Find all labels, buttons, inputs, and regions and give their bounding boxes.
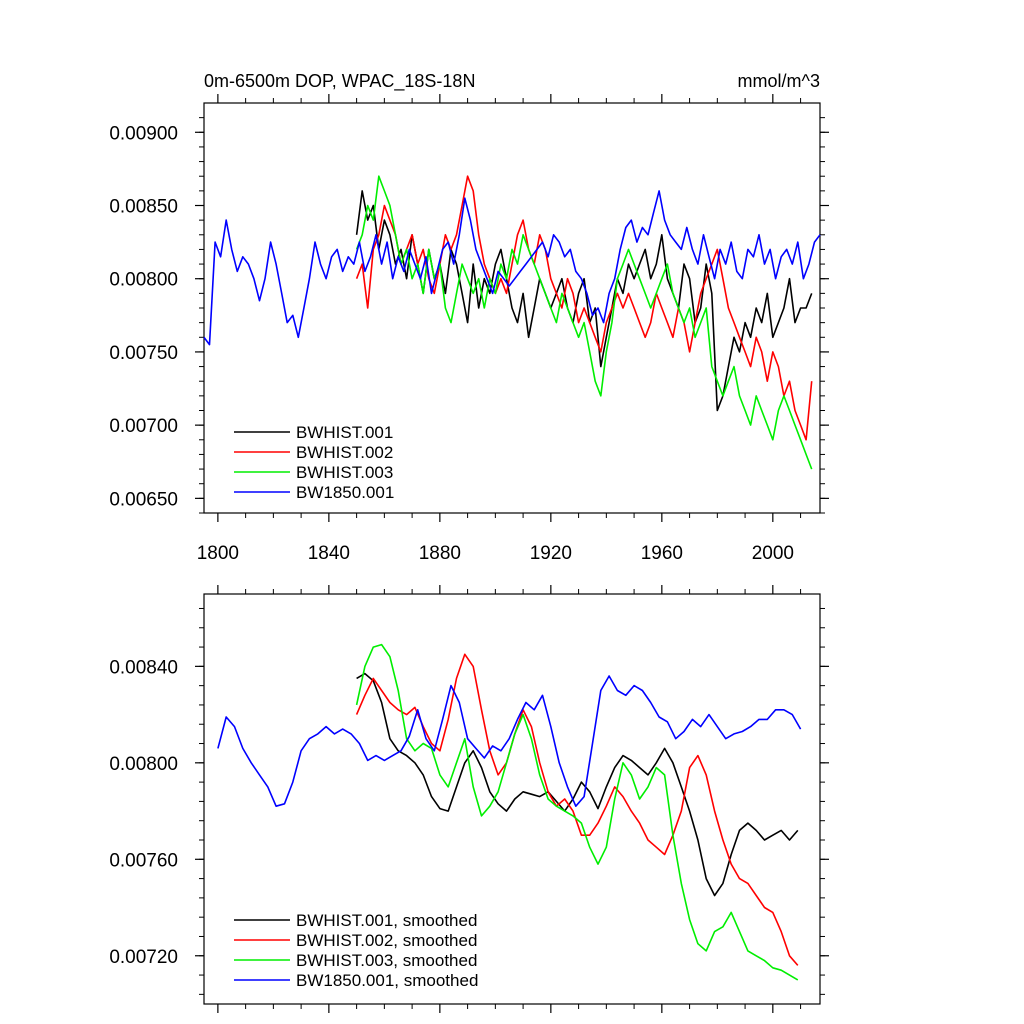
bottom-y-tick-label: 0.00760 [109,850,178,871]
top-units: mmol/m^3 [738,71,820,91]
bottom-y-tick-label: 0.00720 [109,947,178,968]
top-legend-item: BWHIST.001 [234,423,393,442]
top-y-tick-label: 0.00850 [109,197,178,218]
bottom-legend-item: BWHIST.001, smoothed [234,911,477,930]
top-legend-label: BW1850.001 [296,483,394,502]
bottom-series-line-2 [355,653,799,966]
top-series-line-2 [355,175,813,441]
bottom-y-axis: 0.00720 0.00760 0.00800 0.00840 [109,607,829,995]
bottom-legend-label: BW1850.001, smoothed [296,971,478,990]
top-series-line-1 [355,190,813,412]
top-y-tick-label: 0.00650 [109,489,178,510]
bottom-legend-label: BWHIST.002, smoothed [296,931,477,950]
bottom-legend-item: BWHIST.003, smoothed [234,951,477,970]
bottom-legend-item: BW1850.001, smoothed [234,971,478,990]
bottom-legend-label: BWHIST.003, smoothed [296,951,477,970]
top-legend-label: BWHIST.003 [296,463,393,482]
top-y-tick-label: 0.00900 [109,123,178,144]
top-x-axis: 1800 1840 1880 1920 1960 2000 [197,94,802,564]
top-x-tick-label: 1920 [530,543,572,564]
bottom-series-line-4 [217,675,802,808]
top-panel: 0m-6500m DOP, WPAC_18S-18N mmol/m^3 0.00… [109,71,829,564]
top-legend: BWHIST.001 BWHIST.002 BWHIST.003 BW1850.… [234,423,394,502]
top-title: 0m-6500m DOP, WPAC_18S-18N [204,71,475,92]
bottom-x-axis [217,585,802,1013]
top-legend-item: BWHIST.002 [234,443,393,462]
bottom-series-line-3 [355,643,799,981]
top-legend-item: BWHIST.003 [234,463,393,482]
top-x-tick-label: 1800 [197,543,239,564]
top-legend-label: BWHIST.002 [296,443,393,462]
bottom-plot-frame [203,593,821,1005]
bottom-legend-item: BWHIST.002, smoothed [234,931,477,950]
bottom-series-lines [217,643,802,981]
top-legend-item: BW1850.001 [234,483,394,502]
top-legend-label: BWHIST.001 [296,423,393,442]
bottom-panel: 0.00720 0.00760 0.00800 0.00840 BWHIST.001,… [109,585,829,1013]
bottom-y-tick-label: 0.00840 [109,657,178,678]
top-y-tick-label: 0.00750 [109,343,178,364]
top-y-tick-label: 0.00700 [109,416,178,437]
top-series-line-4 [203,190,821,346]
top-x-tick-label: 1960 [641,543,683,564]
bottom-y-tick-label: 0.00800 [109,754,178,775]
bottom-series-line-1 [356,672,799,897]
top-y-tick-label: 0.00800 [109,270,178,291]
top-x-tick-label: 1840 [308,543,350,564]
top-x-tick-label: 2000 [752,543,794,564]
bottom-legend-label: BWHIST.001, smoothed [296,911,477,930]
top-series-lines [203,175,821,470]
bottom-legend: BWHIST.001, smoothed BWHIST.002, smoothe… [234,911,478,990]
top-y-axis: 0.00650 0.00700 0.00750 0.00800 0.00850 0.009… [109,117,829,514]
top-series-line-3 [355,175,813,470]
top-x-tick-label: 1880 [419,543,461,564]
